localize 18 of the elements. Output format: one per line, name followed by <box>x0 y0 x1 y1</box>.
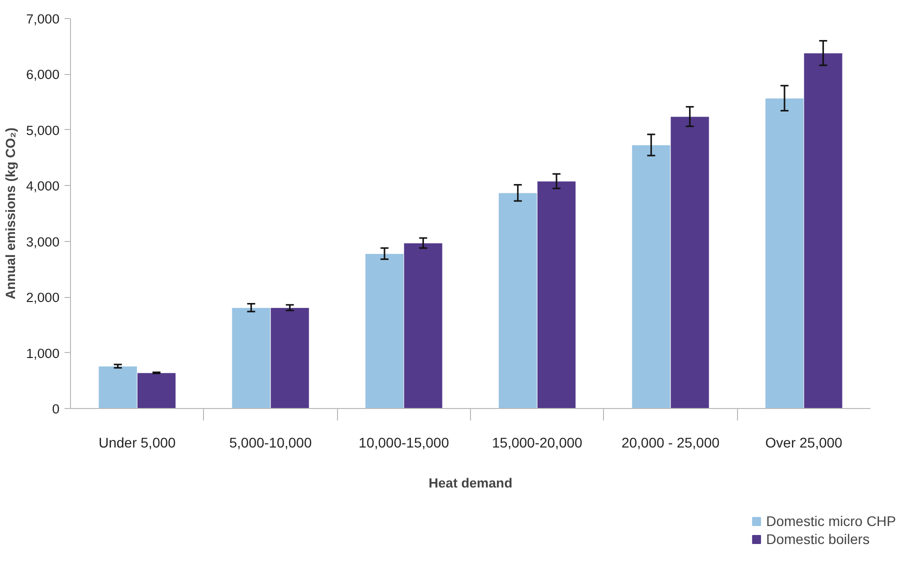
x-tick-label: 10,000-15,000 <box>358 434 450 450</box>
y-tick-label: 4,000 <box>26 178 60 194</box>
legend-label: Domestic micro CHP <box>766 513 896 529</box>
legend-label: Domestic boilers <box>766 531 870 547</box>
y-tick-label: 6,000 <box>26 67 60 82</box>
y-axis-title: Annual emissions (kg CO₂) <box>3 128 18 300</box>
x-tick-label: 5,000-10,000 <box>229 434 312 450</box>
y-tick-label: 7,000 <box>26 12 60 26</box>
y-tick-label: 3,000 <box>26 234 60 250</box>
x-tick-label: 20,000 - 25,000 <box>621 434 720 450</box>
x-axis-title: Heat demand <box>428 476 512 490</box>
y-tick-label: 1,000 <box>26 346 60 361</box>
x-tick-label: Under 5,000 <box>98 434 176 450</box>
x-tick-label: Over 25,000 <box>765 434 843 450</box>
y-tick-label: 2,000 <box>26 290 60 306</box>
x-tick-label: 15,000-20,000 <box>492 434 583 450</box>
y-tick-label: 0 <box>52 402 60 416</box>
y-tick-label: 5,000 <box>26 122 60 138</box>
